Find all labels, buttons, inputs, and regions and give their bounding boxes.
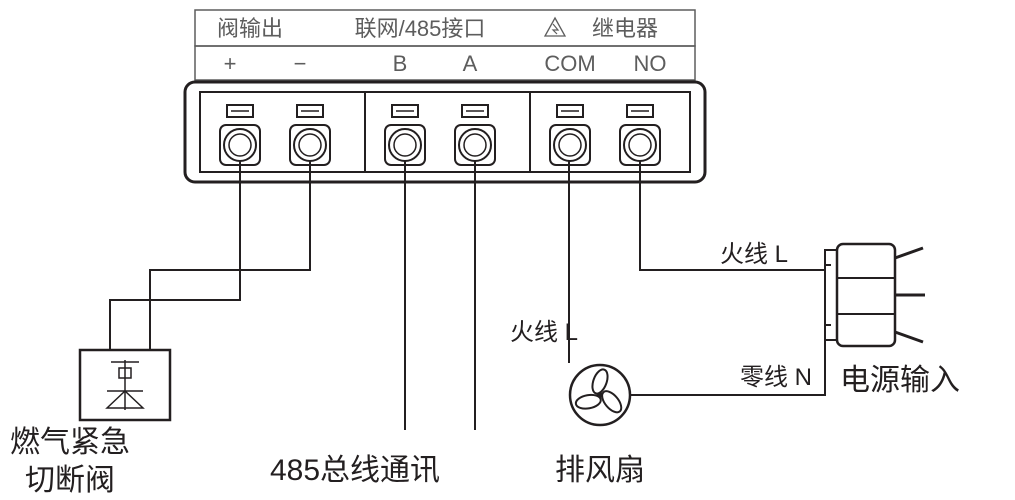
- terminal-block-inner: [200, 92, 690, 172]
- terminal-block-outer: [185, 82, 705, 182]
- fan-label: 排风扇: [555, 454, 645, 487]
- header-group-label: 继电器: [592, 16, 658, 41]
- wire-valve-plus: [110, 161, 240, 350]
- wire-label-live-1: 火线 L: [510, 319, 578, 346]
- pin-label: COM: [544, 51, 595, 76]
- plug-strain: [825, 250, 837, 340]
- wire-valve-minus: [150, 161, 310, 350]
- plug-prong: [895, 332, 923, 342]
- wire-label-neutral: 零线 N: [740, 364, 812, 391]
- pin-label: NO: [634, 51, 667, 76]
- pin-label: +: [224, 51, 237, 76]
- wire-label-live-2: 火线 L: [720, 241, 788, 268]
- plug-prong: [895, 248, 923, 258]
- gas-valve-label-1: 燃气紧急: [10, 426, 130, 459]
- pin-label: A: [463, 51, 478, 76]
- pin-row-box: [195, 46, 695, 80]
- header-group-label: 阀输出: [217, 16, 283, 41]
- pin-label: −: [294, 51, 307, 76]
- plug-body: [837, 244, 895, 346]
- header-group-label: 联网/485接口: [355, 16, 486, 41]
- pin-label: B: [393, 51, 408, 76]
- plug-label: 电源输入: [840, 364, 960, 397]
- gas-valve-label-2: 切断阀: [25, 464, 115, 497]
- bus-label: 485总线通讯: [270, 454, 440, 487]
